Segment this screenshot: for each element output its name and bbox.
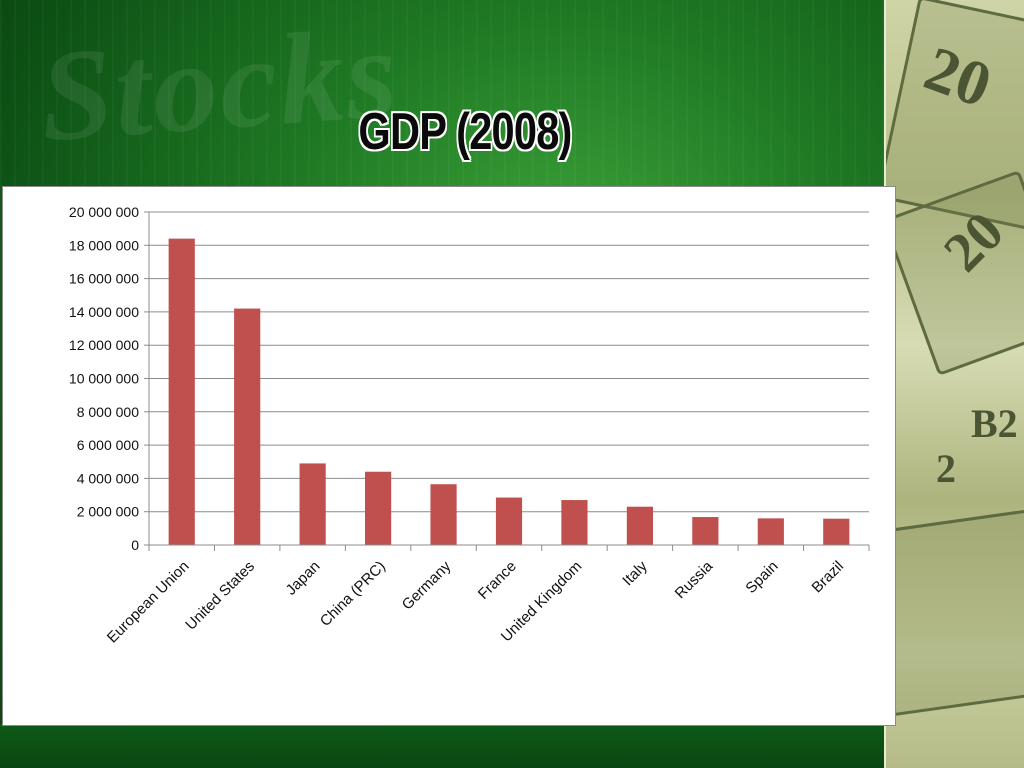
bar bbox=[626, 506, 653, 545]
category-label: Japan bbox=[283, 558, 324, 599]
money-numeral: 2 bbox=[936, 446, 956, 491]
category-label: Brazil bbox=[809, 558, 848, 597]
category-label: China (PRC) bbox=[317, 558, 389, 630]
y-tick-label: 0 bbox=[131, 537, 139, 553]
bar bbox=[168, 238, 195, 545]
chart-panel: 0 2 000 000 4 000 000 6 000 000 8 000 000 10 … bbox=[2, 186, 896, 726]
slide-title: GDP (2008) bbox=[358, 103, 572, 161]
category-label: United States bbox=[182, 558, 258, 634]
y-tick-label: 18 000 000 bbox=[69, 237, 139, 253]
bar bbox=[234, 308, 261, 545]
y-tick-label: 12 000 000 bbox=[69, 337, 139, 353]
y-tick-label: 10 000 000 bbox=[69, 371, 139, 387]
y-tick-label: 20 000 000 bbox=[69, 204, 139, 220]
category-label: Italy bbox=[619, 557, 651, 589]
bar bbox=[823, 518, 850, 545]
y-tick-label: 16 000 000 bbox=[69, 271, 139, 287]
bar-chart: 0 2 000 000 4 000 000 6 000 000 8 000 000 10 … bbox=[69, 204, 870, 646]
y-axis-tick-labels: 0 2 000 000 4 000 000 6 000 000 8 000 000 10 … bbox=[69, 204, 139, 553]
y-tick-label: 14 000 000 bbox=[69, 304, 139, 320]
y-tick-label: 6 000 000 bbox=[77, 437, 139, 453]
bar bbox=[692, 517, 719, 545]
bottom-band bbox=[0, 724, 884, 768]
y-tick-label: 4 000 000 bbox=[77, 470, 139, 486]
axes bbox=[148, 212, 869, 546]
bar bbox=[299, 463, 326, 545]
banknote-image bbox=[886, 509, 1024, 717]
category-label: Russia bbox=[672, 557, 717, 602]
category-label: Spain bbox=[742, 558, 781, 597]
y-tick-label: 2 000 000 bbox=[77, 504, 139, 520]
bar bbox=[495, 497, 523, 545]
gridlines bbox=[144, 211, 870, 551]
y-tick-label: 8 000 000 bbox=[77, 404, 139, 420]
bar bbox=[561, 500, 588, 545]
bars bbox=[168, 238, 850, 545]
money-decoration: 20 20 B2 2 bbox=[884, 0, 1024, 768]
bar bbox=[365, 471, 392, 545]
bar bbox=[757, 518, 784, 545]
category-label: France bbox=[475, 558, 520, 603]
money-numeral: B2 bbox=[971, 401, 1018, 446]
bar bbox=[430, 484, 457, 545]
category-label: European Union bbox=[104, 558, 193, 647]
category-label: Germany bbox=[399, 557, 455, 613]
